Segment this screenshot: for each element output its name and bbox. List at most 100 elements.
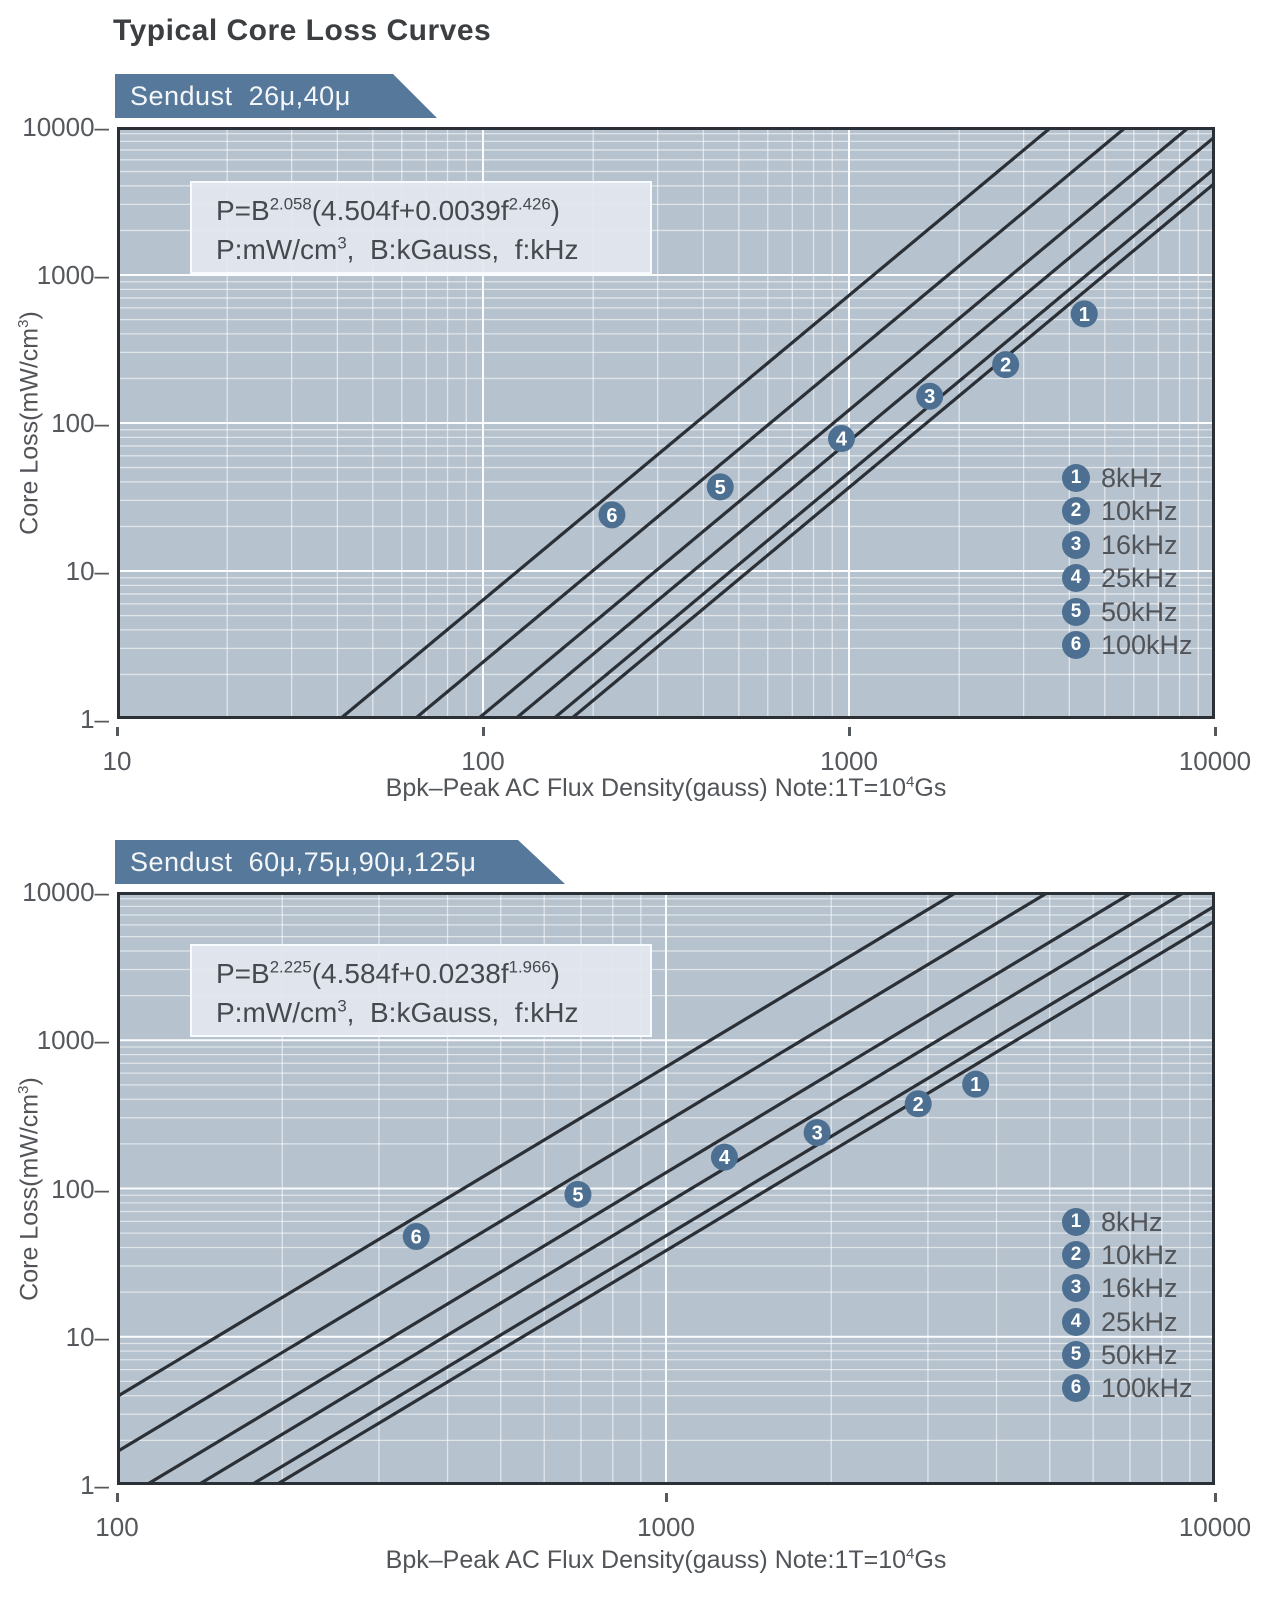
legend-label: 25kHz xyxy=(1101,1306,1178,1337)
x-tick-label: 100 xyxy=(461,746,505,776)
x-axis-title: Bpk–Peak AC Flux Density(gauss) Note:1T=… xyxy=(216,774,1116,803)
marker-number: 6 xyxy=(606,505,617,527)
x-tick-mark xyxy=(1213,727,1217,736)
legend-item-25khz: 4 25kHz xyxy=(1062,563,1178,594)
y-axis-title: Core Loss(mW/cm3) xyxy=(15,311,45,535)
marker-number: 1 xyxy=(970,1074,981,1096)
curve-marker-3: 3 xyxy=(803,1119,831,1147)
legend-item-100khz: 6 100kHz xyxy=(1062,1374,1193,1402)
curve-marker-4: 4 xyxy=(710,1143,738,1171)
text-segment: Gs xyxy=(914,1546,947,1574)
formula-box: P=B2.058(4.504f+0.0039f2.426) P:mW/cm3, B… xyxy=(190,181,652,274)
legend-item-8khz: 1 8kHz xyxy=(1062,464,1163,492)
superscript: 4 xyxy=(906,1545,915,1563)
curve-100khz xyxy=(337,127,1054,719)
curve-marker-2: 2 xyxy=(992,351,1020,379)
superscript: 3 xyxy=(15,1085,33,1094)
text-segment: ) xyxy=(15,311,44,320)
text-segment: Core Loss(mW/cm xyxy=(15,327,44,535)
legend-badge-3: 3 xyxy=(1062,1274,1090,1303)
text-segment: ) xyxy=(15,1076,44,1086)
legend-label: 100kHz xyxy=(1101,1373,1193,1403)
legend-label: 25kHz xyxy=(1101,563,1178,594)
marker-circle xyxy=(1070,300,1098,328)
marker-number: 6 xyxy=(411,1226,422,1248)
x-tick-mark xyxy=(664,1493,668,1502)
legend-badge-1: 1 xyxy=(1062,464,1090,492)
marker-number: 5 xyxy=(715,477,726,499)
marker-circle xyxy=(402,1222,430,1250)
text-segment: (4.584f+0.0238f xyxy=(311,958,509,989)
text-segment: Bpk–Peak AC Flux Density(gauss) Note:1T=… xyxy=(385,1546,907,1574)
legend-label: 50kHz xyxy=(1101,596,1178,627)
legend-item-10khz: 2 10kHz xyxy=(1062,1240,1178,1271)
curve-8khz xyxy=(272,919,1215,1485)
curve-10khz xyxy=(247,904,1215,1485)
curve-25khz xyxy=(143,892,1137,1485)
legend-badge-2: 2 xyxy=(1062,497,1090,526)
text-segment: Core Loss(mW/cm xyxy=(15,1093,44,1301)
marker-circle xyxy=(564,1180,592,1208)
x-tick-mark xyxy=(481,727,485,736)
marker-circle xyxy=(706,473,734,501)
text-segment: , B:kGauss, f:kHz xyxy=(346,234,579,265)
superscript: 3 xyxy=(337,233,347,253)
marker-number: 3 xyxy=(924,386,935,408)
y-tick-label: 100– xyxy=(51,408,109,438)
curve-marker-6: 6 xyxy=(598,501,626,529)
superscript: 3 xyxy=(337,996,347,1016)
y-tick-label: 1– xyxy=(80,704,109,734)
y-tick-label: 10000– xyxy=(22,112,109,142)
plot-background xyxy=(117,892,1215,1485)
x-tick-mark xyxy=(115,727,119,736)
curve-16khz xyxy=(194,892,1188,1485)
curve-marker-5: 5 xyxy=(706,473,734,501)
curve-marker-1: 1 xyxy=(962,1070,990,1098)
superscript: 1.966 xyxy=(508,957,551,977)
text-segment: P=B xyxy=(216,195,270,226)
legend-label: 100kHz xyxy=(1101,630,1193,660)
legend-item-50khz: 5 50kHz xyxy=(1062,596,1178,627)
banner-title: Sendust 26μ,40μ xyxy=(130,81,351,111)
x-tick-mark xyxy=(847,727,851,736)
curve-50khz xyxy=(117,892,1052,1454)
curve-lines xyxy=(337,127,1215,719)
curve-markers: 1 2 3 4 5 6 xyxy=(402,1070,990,1250)
legend-badge-1: 1 xyxy=(1062,1208,1090,1236)
legend-label: 50kHz xyxy=(1101,1339,1178,1370)
legend-badge-5: 5 xyxy=(1062,1340,1090,1369)
superscript: 3 xyxy=(15,319,33,328)
grid-minor-lines xyxy=(117,892,1215,1485)
y-axis-title: Core Loss(mW/cm3) xyxy=(15,1076,45,1301)
curve-100khz xyxy=(117,892,961,1399)
marker-number: 3 xyxy=(812,1123,823,1145)
legend-item-8khz: 1 8kHz xyxy=(1062,1208,1163,1236)
grid-minor-lines xyxy=(117,127,1215,719)
legend-label: 10kHz xyxy=(1101,1240,1178,1271)
plot-border xyxy=(117,127,1215,719)
formula-line: P=B2.225(4.584f+0.0238f1.966) xyxy=(216,954,650,993)
legend-label: 16kHz xyxy=(1101,1273,1178,1304)
legend-badge-5: 5 xyxy=(1062,597,1090,626)
x-tick-mark xyxy=(115,1493,119,1502)
marker-number: 4 xyxy=(836,429,848,451)
x-tick-label: 1000 xyxy=(820,746,878,776)
marker-circle xyxy=(992,351,1020,379)
marker-number: 4 xyxy=(719,1147,731,1169)
y-tick-label: 10000– xyxy=(22,877,109,907)
page-title: Typical Core Loss Curves xyxy=(113,14,492,47)
section-banner: Sendust 60μ,75μ,90μ,125μ xyxy=(115,840,565,884)
y-tick-label: 1– xyxy=(80,1470,109,1500)
marker-circle xyxy=(827,425,855,453)
formula-units-line: P:mW/cm3, B:kGauss, f:kHz xyxy=(216,230,650,269)
text-segment: P:mW/cm xyxy=(216,997,338,1028)
curve-16khz xyxy=(512,135,1215,719)
superscript: 4 xyxy=(906,773,915,791)
x-tick-label: 1000 xyxy=(637,1512,695,1542)
legend-badge-3: 3 xyxy=(1062,530,1090,559)
plot-area: 1 2 3 4 5 6 xyxy=(117,127,1215,719)
marker-circle xyxy=(598,501,626,529)
